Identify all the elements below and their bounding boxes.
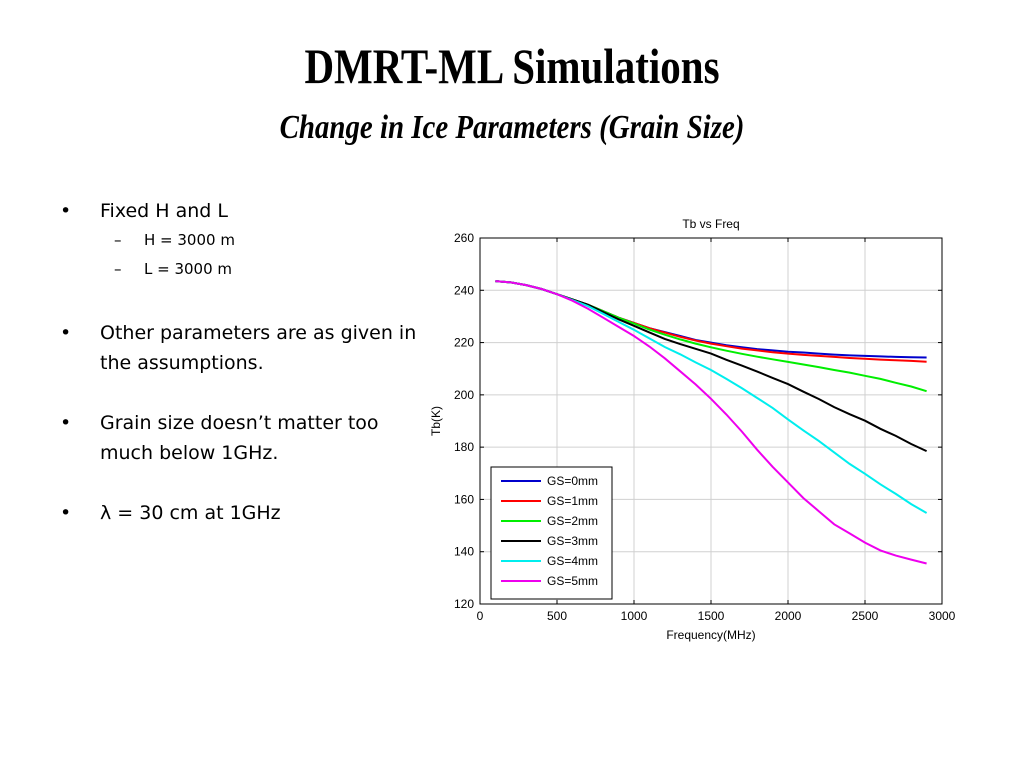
ticks: 0 500 1000 1500 2000 2500 3000 120 140 160 180 200 2… <box>454 231 956 623</box>
bullet-item: • Fixed H and L <box>58 196 418 226</box>
x-tick-label: 3000 <box>929 609 956 623</box>
dash-icon: – <box>114 231 122 249</box>
bullet-dot-icon: • <box>60 322 72 344</box>
legend: GS=0mm GS=1mm GS=2mm GS=3mm GS=4mm GS=5mm <box>490 466 613 600</box>
series <box>495 280 928 565</box>
y-tick-label: 160 <box>454 492 474 506</box>
bullet-item: • λ = 30 cm at 1GHz <box>58 498 418 528</box>
x-tick-label: 2000 <box>775 609 802 623</box>
dash-icon: – <box>114 260 122 278</box>
legend-label: GS=4mm <box>547 554 598 568</box>
y-tick-label: 120 <box>454 597 474 611</box>
legend-label: GS=2mm <box>547 514 598 528</box>
bullet-item: • Grain size doesn’t matter too much bel… <box>58 408 418 468</box>
y-tick-label: 180 <box>454 440 474 454</box>
bullet-text: λ = 30 cm at 1GHz <box>100 502 281 524</box>
bullet-dot-icon: • <box>60 412 72 434</box>
bullet-text: Other parameters are as given in the ass… <box>100 322 417 374</box>
sub-bullet-item: – L = 3000 m <box>58 255 418 284</box>
bullet-text: Grain size doesn’t matter too much below… <box>100 412 379 464</box>
legend-label: GS=0mm <box>547 474 598 488</box>
y-axis-label: Tb(K) <box>429 406 443 436</box>
y-tick-label: 200 <box>454 388 474 402</box>
legend-label: GS=3mm <box>547 534 598 548</box>
x-tick-label: 0 <box>477 609 484 623</box>
y-tick-label: 140 <box>454 545 474 559</box>
legend-label: GS=1mm <box>547 494 598 508</box>
y-tick-label: 240 <box>454 283 474 297</box>
x-tick-label: 1500 <box>698 609 725 623</box>
x-tick-label: 1000 <box>621 609 648 623</box>
sub-bullet-item: – H = 3000 m <box>58 226 418 255</box>
series-line <box>495 280 927 565</box>
bullet-dot-icon: • <box>60 200 72 222</box>
sub-bullet-text: H = 3000 m <box>144 231 235 249</box>
x-tick-label: 2500 <box>852 609 879 623</box>
bullet-list: • Fixed H and L – H = 3000 m – L = 3000 … <box>58 196 418 528</box>
x-axis-label: Frequency(MHz) <box>666 628 755 642</box>
y-tick-label: 260 <box>454 231 474 245</box>
sub-bullet-text: L = 3000 m <box>144 260 233 278</box>
slide-title: DMRT-ML Simulations <box>304 38 720 94</box>
x-tick-label: 500 <box>547 609 567 623</box>
chart-title: Tb vs Freq <box>682 217 739 231</box>
y-tick-label: 220 <box>454 336 474 350</box>
legend-box <box>490 466 613 600</box>
bullet-dot-icon: • <box>60 502 72 524</box>
slide-subtitle: Change in Ice Parameters (Grain Size) <box>279 109 745 146</box>
bullet-item: • Other parameters are as given in the a… <box>58 318 418 378</box>
legend-label: GS=5mm <box>547 574 598 588</box>
bullet-text: Fixed H and L <box>100 200 228 222</box>
